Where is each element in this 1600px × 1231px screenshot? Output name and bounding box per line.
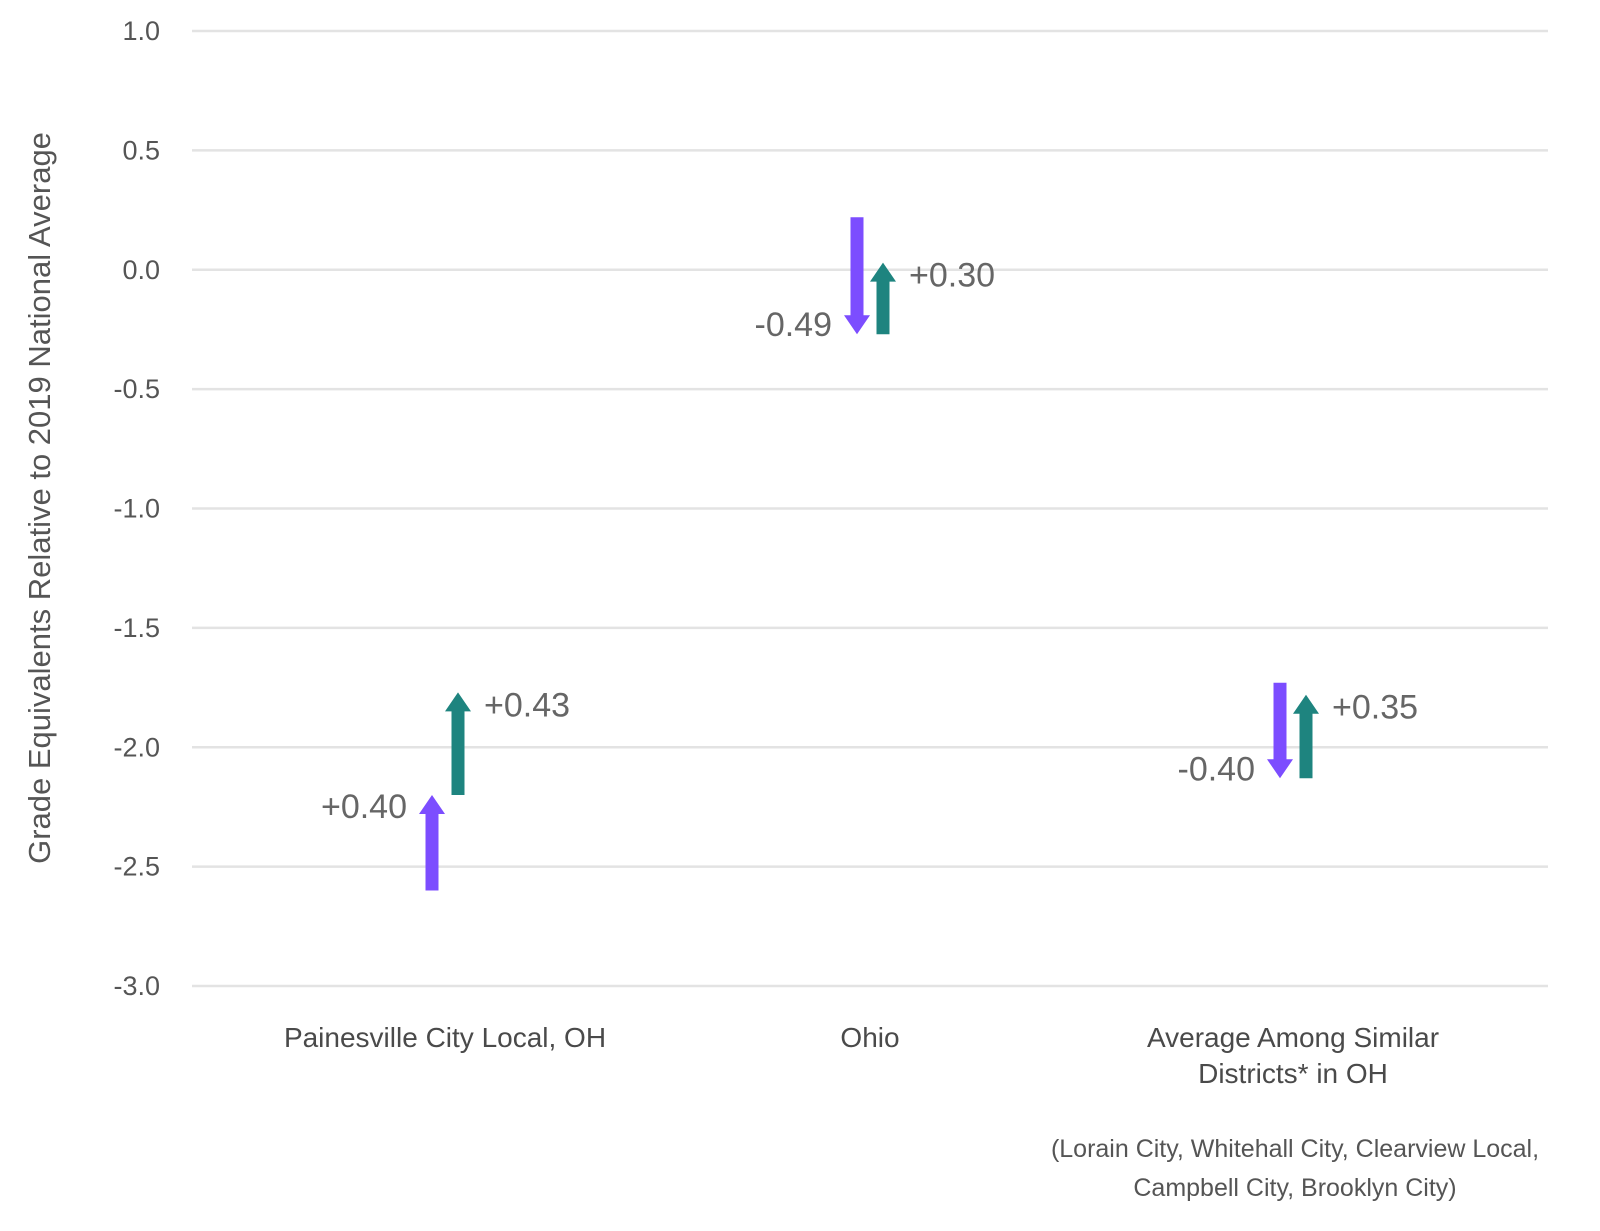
y-axis-ticks: 1.0 0.5 0.0 -0.5 -1.0 -1.5 -2.0 -2.5 -3.0 <box>113 16 160 1001</box>
data-label: +0.40 <box>321 788 407 826</box>
y-tick-label: -3.0 <box>113 971 160 1001</box>
y-tick-label: -2.5 <box>113 852 160 882</box>
arrow-series-1-3 <box>1267 682 1293 779</box>
data-label: -0.40 <box>1178 750 1256 788</box>
y-axis-label: Grade Equivalents Relative to 2019 Natio… <box>22 132 57 864</box>
arrow-series-1-2 <box>844 217 870 335</box>
arrow-series-2-1 <box>445 692 471 795</box>
arrow-series-2-3 <box>1293 694 1319 779</box>
arrow-series-2-2 <box>870 262 896 335</box>
category-footnote: Campbell City, Brooklyn City) <box>1133 1174 1456 1202</box>
y-tick-label: -0.5 <box>113 374 160 404</box>
y-tick-label: -1.5 <box>113 613 160 643</box>
x-category-label: Painesville City Local, OH <box>284 1022 606 1053</box>
y-tick-label: 1.0 <box>122 16 160 46</box>
x-category-label: Districts* in OH <box>1198 1058 1388 1089</box>
x-category-label: Average Among Similar <box>1147 1022 1439 1053</box>
x-category-label: Ohio <box>840 1022 899 1053</box>
y-tick-label: 0.5 <box>122 135 160 165</box>
data-labels: +0.40 -0.49 -0.40 +0.43 +0.30 +0.35 <box>321 257 1418 826</box>
gridlines <box>192 29 1548 988</box>
data-label: +0.43 <box>484 686 570 724</box>
data-label: +0.35 <box>1332 689 1418 727</box>
y-tick-label: -2.0 <box>113 732 160 762</box>
category-footnote: (Lorain City, Whitehall City, Clearview … <box>1051 1135 1539 1163</box>
data-label: -0.49 <box>755 306 833 344</box>
y-tick-label: -1.0 <box>113 494 160 524</box>
data-label: +0.30 <box>909 257 995 295</box>
y-tick-label: 0.0 <box>122 255 160 285</box>
arrow-series <box>419 217 1319 891</box>
x-axis-categories: Painesville City Local, OH Ohio Average Am… <box>284 1022 1539 1202</box>
arrow-series-1-1 <box>419 795 445 891</box>
